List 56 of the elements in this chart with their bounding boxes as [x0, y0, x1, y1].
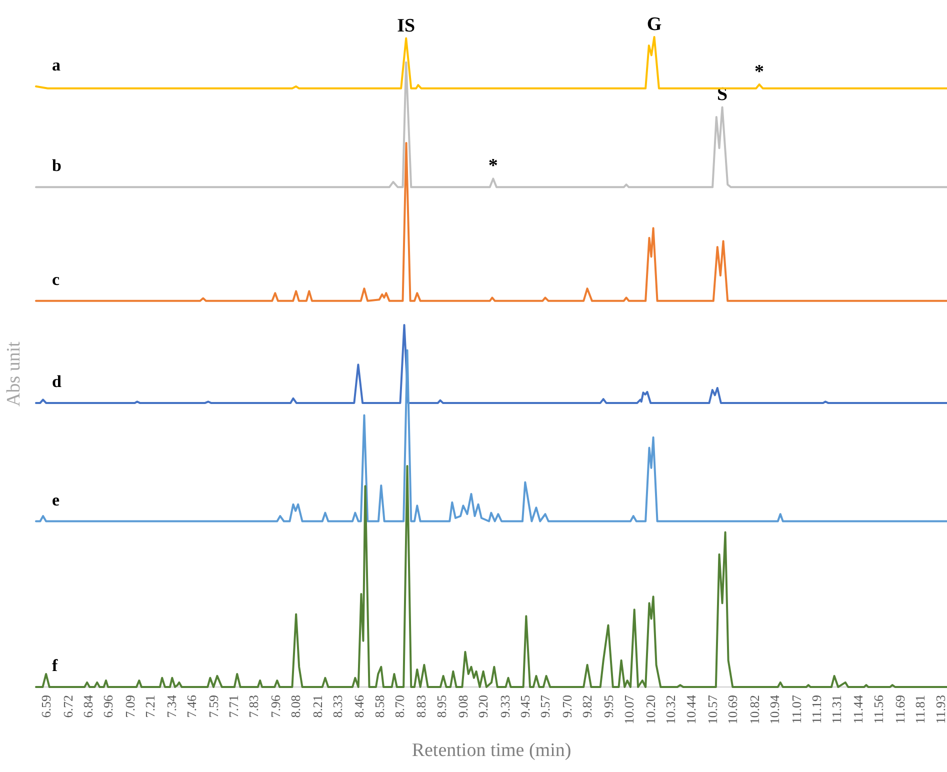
x-tick-label: 6.96 [100, 694, 116, 718]
x-tick-label: 6.84 [80, 694, 96, 718]
x-tick-label: 7.71 [226, 695, 242, 718]
x-tick-label: 9.95 [601, 695, 616, 718]
x-tick-label: 7.46 [184, 694, 200, 718]
x-tick-label: 7.59 [206, 695, 222, 718]
annotation: IS [397, 15, 416, 36]
series-label: a [52, 55, 61, 74]
x-tick-label: 8.33 [330, 695, 345, 718]
x-tick-label: 9.57 [538, 694, 553, 718]
series-label: f [52, 656, 58, 675]
x-tick-label: 10.32 [663, 695, 678, 724]
x-tick-label: 11.56 [870, 694, 886, 724]
x-tick-label: 7.34 [164, 694, 180, 718]
series-label: b [52, 156, 62, 176]
annotation: G [646, 14, 662, 35]
x-tick-label: 8.21 [310, 695, 325, 718]
x-tick-label: 11.07 [788, 694, 804, 724]
x-tick-label: 9.20 [476, 695, 491, 718]
x-tick-label: 7.21 [142, 695, 158, 718]
x-tick-label: 8.70 [392, 695, 407, 718]
x-tick-label: 11.31 [828, 695, 844, 724]
x-tick-label: 8.95 [434, 695, 449, 718]
x-tick-label: 10.69 [725, 695, 740, 724]
x-tick-label: 8.83 [414, 695, 429, 718]
x-tick-label: 8.58 [372, 695, 387, 718]
x-tick-label: 9.70 [559, 695, 574, 718]
x-tick-label: 9.08 [456, 695, 471, 718]
x-tick-label: 6.72 [60, 695, 76, 718]
x-tick-label: 10.44 [683, 694, 698, 724]
x-tick-label: 7.83 [246, 695, 262, 718]
series-label: c [52, 270, 60, 289]
x-tick-label: 10.20 [643, 695, 658, 724]
annotation: * [754, 61, 764, 82]
x-tick-label: 10.57 [705, 694, 720, 724]
x-tick-label: 8.46 [352, 694, 367, 718]
x-tick-label: 11.44 [850, 694, 866, 724]
x-tick-label: 11.81 [912, 695, 928, 724]
y-axis-title: Abs unit [4, 340, 24, 406]
x-tick-label: 10.07 [621, 694, 636, 724]
x-tick-label: 11.69 [892, 695, 908, 724]
x-tick-label: 9.33 [497, 695, 512, 718]
annotation: * [488, 156, 498, 177]
x-tick-label: 6.59 [38, 695, 54, 718]
x-tick-label: 8.08 [288, 695, 304, 718]
x-tick-label: 9.45 [517, 695, 532, 718]
x-tick-label: 10.82 [746, 695, 762, 724]
x-tick-label: 9.82 [579, 695, 594, 718]
x-tick-label: 7.96 [268, 694, 283, 718]
x-tick-label: 10.94 [767, 694, 782, 724]
series-label: e [52, 490, 60, 510]
x-tick-label: 7.09 [122, 695, 138, 718]
x-axis-title: Retention time (min) [412, 740, 572, 761]
series-label: d [52, 372, 62, 391]
x-tick-label: 11.93 [932, 695, 947, 724]
x-tick-label: 11.19 [808, 695, 824, 724]
